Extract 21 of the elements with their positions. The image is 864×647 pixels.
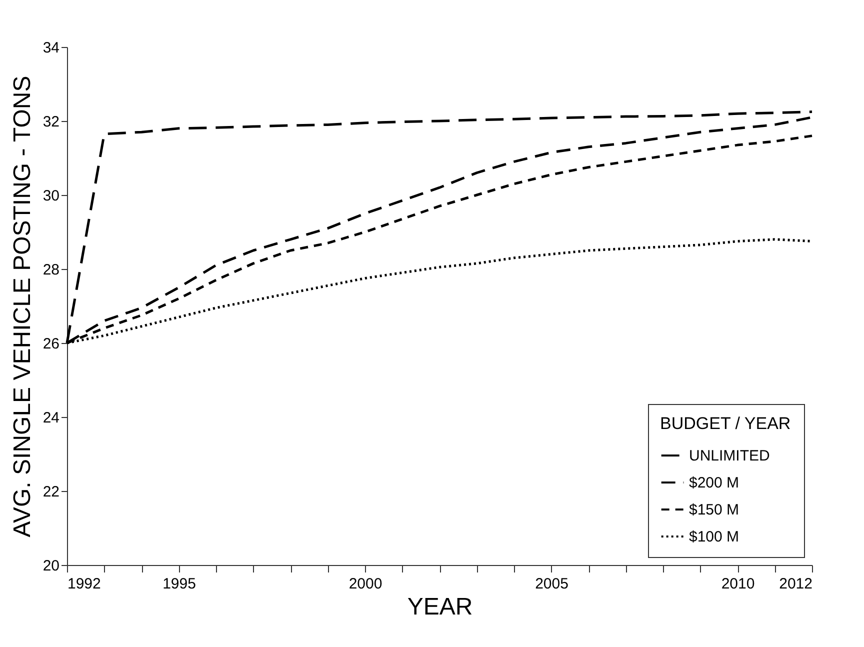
y-tick-label: 28 (42, 262, 60, 278)
y-tick-label: 34 (42, 40, 60, 56)
x-tick-label: 2010 (721, 576, 755, 592)
legend-title: BUDGET / YEAR (660, 414, 791, 433)
x-tick-label: 2000 (348, 576, 382, 592)
x-tick-label: 1995 (162, 576, 196, 592)
y-tick-label: 32 (42, 114, 60, 130)
legend-label: UNLIMITED (689, 448, 770, 464)
y-tick-label: 26 (42, 336, 60, 352)
y-tick-label: 20 (42, 558, 60, 574)
y-tick-label: 24 (42, 410, 60, 426)
legend-label: $100 M (689, 528, 740, 546)
x-tick-label: 2012 (779, 576, 812, 592)
y-tick-label: 30 (42, 188, 60, 204)
y-axis-title: AVG. SINGLE VEHICLE POSTING - TONS (8, 76, 36, 538)
x-tick-label: 1992 (68, 576, 101, 592)
x-axis-title: YEAR (407, 594, 473, 620)
x-tick-label: 2005 (535, 576, 568, 592)
legend-label: $150 M (689, 502, 740, 518)
legend-label: $200 M (689, 474, 740, 492)
y-tick-label: 22 (42, 484, 60, 500)
